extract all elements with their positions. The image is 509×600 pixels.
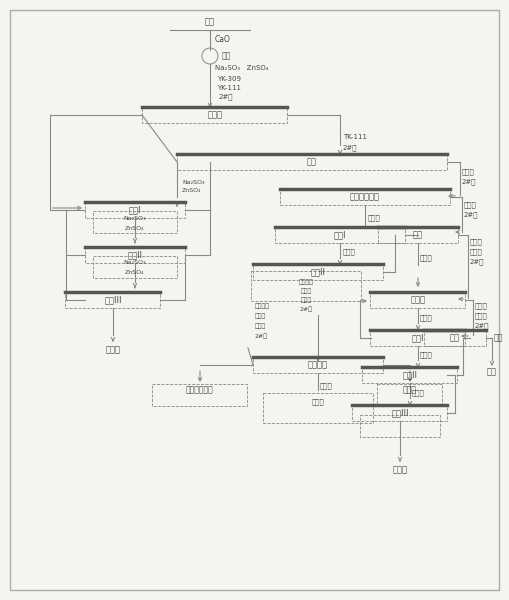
Text: 精选I: 精选I — [129, 205, 142, 214]
Text: 精选II: 精选II — [310, 268, 325, 277]
Text: 铜粗选: 铜粗选 — [208, 110, 222, 119]
Text: 氧化钙: 氧化钙 — [368, 215, 381, 221]
Text: 乙硫氮: 乙硫氮 — [462, 169, 475, 175]
Bar — [66, 292, 160, 308]
Bar — [371, 292, 466, 308]
Bar — [362, 367, 458, 383]
Text: 精选III: 精选III — [391, 409, 409, 418]
Bar — [85, 247, 185, 263]
Text: 乙硫氮: 乙硫氮 — [255, 323, 266, 329]
Text: 锌精矿: 锌精矿 — [392, 466, 408, 475]
Text: 乙硫氮: 乙硫氮 — [300, 297, 312, 303]
Text: 氧化钙: 氧化钙 — [320, 383, 333, 389]
Bar — [85, 202, 185, 218]
Text: 硫酸铅: 硫酸铅 — [475, 302, 488, 310]
Text: Na₂SO₃: Na₂SO₃ — [124, 215, 146, 220]
Bar — [93, 256, 177, 278]
Text: 精选I: 精选I — [334, 230, 346, 239]
Text: 2#油: 2#油 — [255, 333, 268, 339]
Text: ZnSO₄: ZnSO₄ — [182, 188, 202, 193]
Text: 重铬酸钾: 重铬酸钾 — [255, 303, 270, 309]
Text: Na₂SO₃: Na₂SO₃ — [124, 260, 146, 265]
Text: 扫选: 扫选 — [413, 230, 423, 239]
Text: 锌粗选: 锌粗选 — [410, 295, 426, 304]
Text: 2#油: 2#油 — [475, 323, 490, 329]
Text: Na₂SO₃: Na₂SO₃ — [182, 179, 205, 185]
Text: 尾矿: 尾矿 — [487, 367, 497, 377]
Text: ZnSO₄: ZnSO₄ — [125, 271, 145, 275]
Text: 氧化钙: 氧化钙 — [420, 254, 433, 262]
Text: 铜精矿: 铜精矿 — [105, 346, 121, 355]
Text: 硫酸铅: 硫酸铅 — [255, 313, 266, 319]
Bar — [251, 271, 361, 301]
Text: 尾矿: 尾矿 — [494, 334, 503, 343]
Text: 硫酸铅: 硫酸铅 — [470, 239, 483, 245]
Text: 精选II: 精选II — [127, 251, 143, 259]
Bar — [153, 384, 247, 406]
Text: 氧化钙: 氧化钙 — [343, 248, 356, 256]
Bar — [263, 393, 373, 423]
Text: Na₂SO₃   ZnSO₄: Na₂SO₃ ZnSO₄ — [215, 65, 269, 71]
Text: 氧化钙: 氧化钙 — [420, 314, 433, 322]
Text: 铅锌混合粗选: 铅锌混合粗选 — [350, 193, 380, 202]
Text: 2#油: 2#油 — [299, 306, 313, 312]
Text: 氧化钙: 氧化钙 — [312, 398, 324, 406]
Bar — [353, 405, 447, 421]
Text: 重铬酸钾: 重铬酸钾 — [298, 279, 314, 285]
Text: 扫选: 扫选 — [307, 157, 317, 166]
Text: YK-111: YK-111 — [217, 85, 241, 91]
Text: 2#油: 2#油 — [470, 259, 485, 265]
Bar — [143, 107, 288, 123]
Text: 2#速: 2#速 — [462, 179, 476, 185]
Text: 铅锌分离: 铅锌分离 — [308, 361, 328, 370]
Text: 氧化钙: 氧化钙 — [420, 352, 433, 358]
Text: 氧化钙: 氧化钙 — [412, 389, 425, 397]
Text: 2#油: 2#油 — [343, 145, 357, 151]
Text: 精选I: 精选I — [412, 334, 424, 343]
Text: TK-111: TK-111 — [343, 134, 367, 140]
Bar — [424, 330, 486, 346]
Text: 精选III: 精选III — [104, 295, 122, 304]
Text: 精选II: 精选II — [403, 370, 417, 379]
Text: 丁黄药: 丁黄药 — [470, 248, 483, 256]
Bar — [371, 330, 466, 346]
Text: 铅锌混合精矿: 铅锌混合精矿 — [186, 385, 214, 395]
Text: 2#油: 2#油 — [464, 212, 478, 218]
Text: YK-309: YK-309 — [217, 76, 241, 82]
Bar — [280, 189, 450, 205]
Text: 丁黄药: 丁黄药 — [475, 313, 488, 319]
Bar — [253, 357, 383, 373]
Bar — [93, 211, 177, 233]
Bar — [177, 154, 447, 170]
Bar — [253, 264, 383, 280]
Text: 铅精矿: 铅精矿 — [403, 385, 417, 395]
Text: ZnSO₄: ZnSO₄ — [125, 226, 145, 230]
Text: 扫选: 扫选 — [450, 334, 460, 343]
Bar — [360, 415, 440, 437]
Text: 2#油: 2#油 — [219, 94, 234, 100]
Text: 磨矿: 磨矿 — [222, 52, 231, 61]
Text: 硫酸铅: 硫酸铅 — [300, 288, 312, 294]
Bar — [378, 384, 442, 406]
Text: 乙硫氮: 乙硫氮 — [464, 202, 477, 208]
Text: CaO: CaO — [215, 35, 231, 44]
Bar — [275, 227, 405, 243]
Bar — [378, 227, 458, 243]
Text: 原矿: 原矿 — [205, 17, 215, 26]
